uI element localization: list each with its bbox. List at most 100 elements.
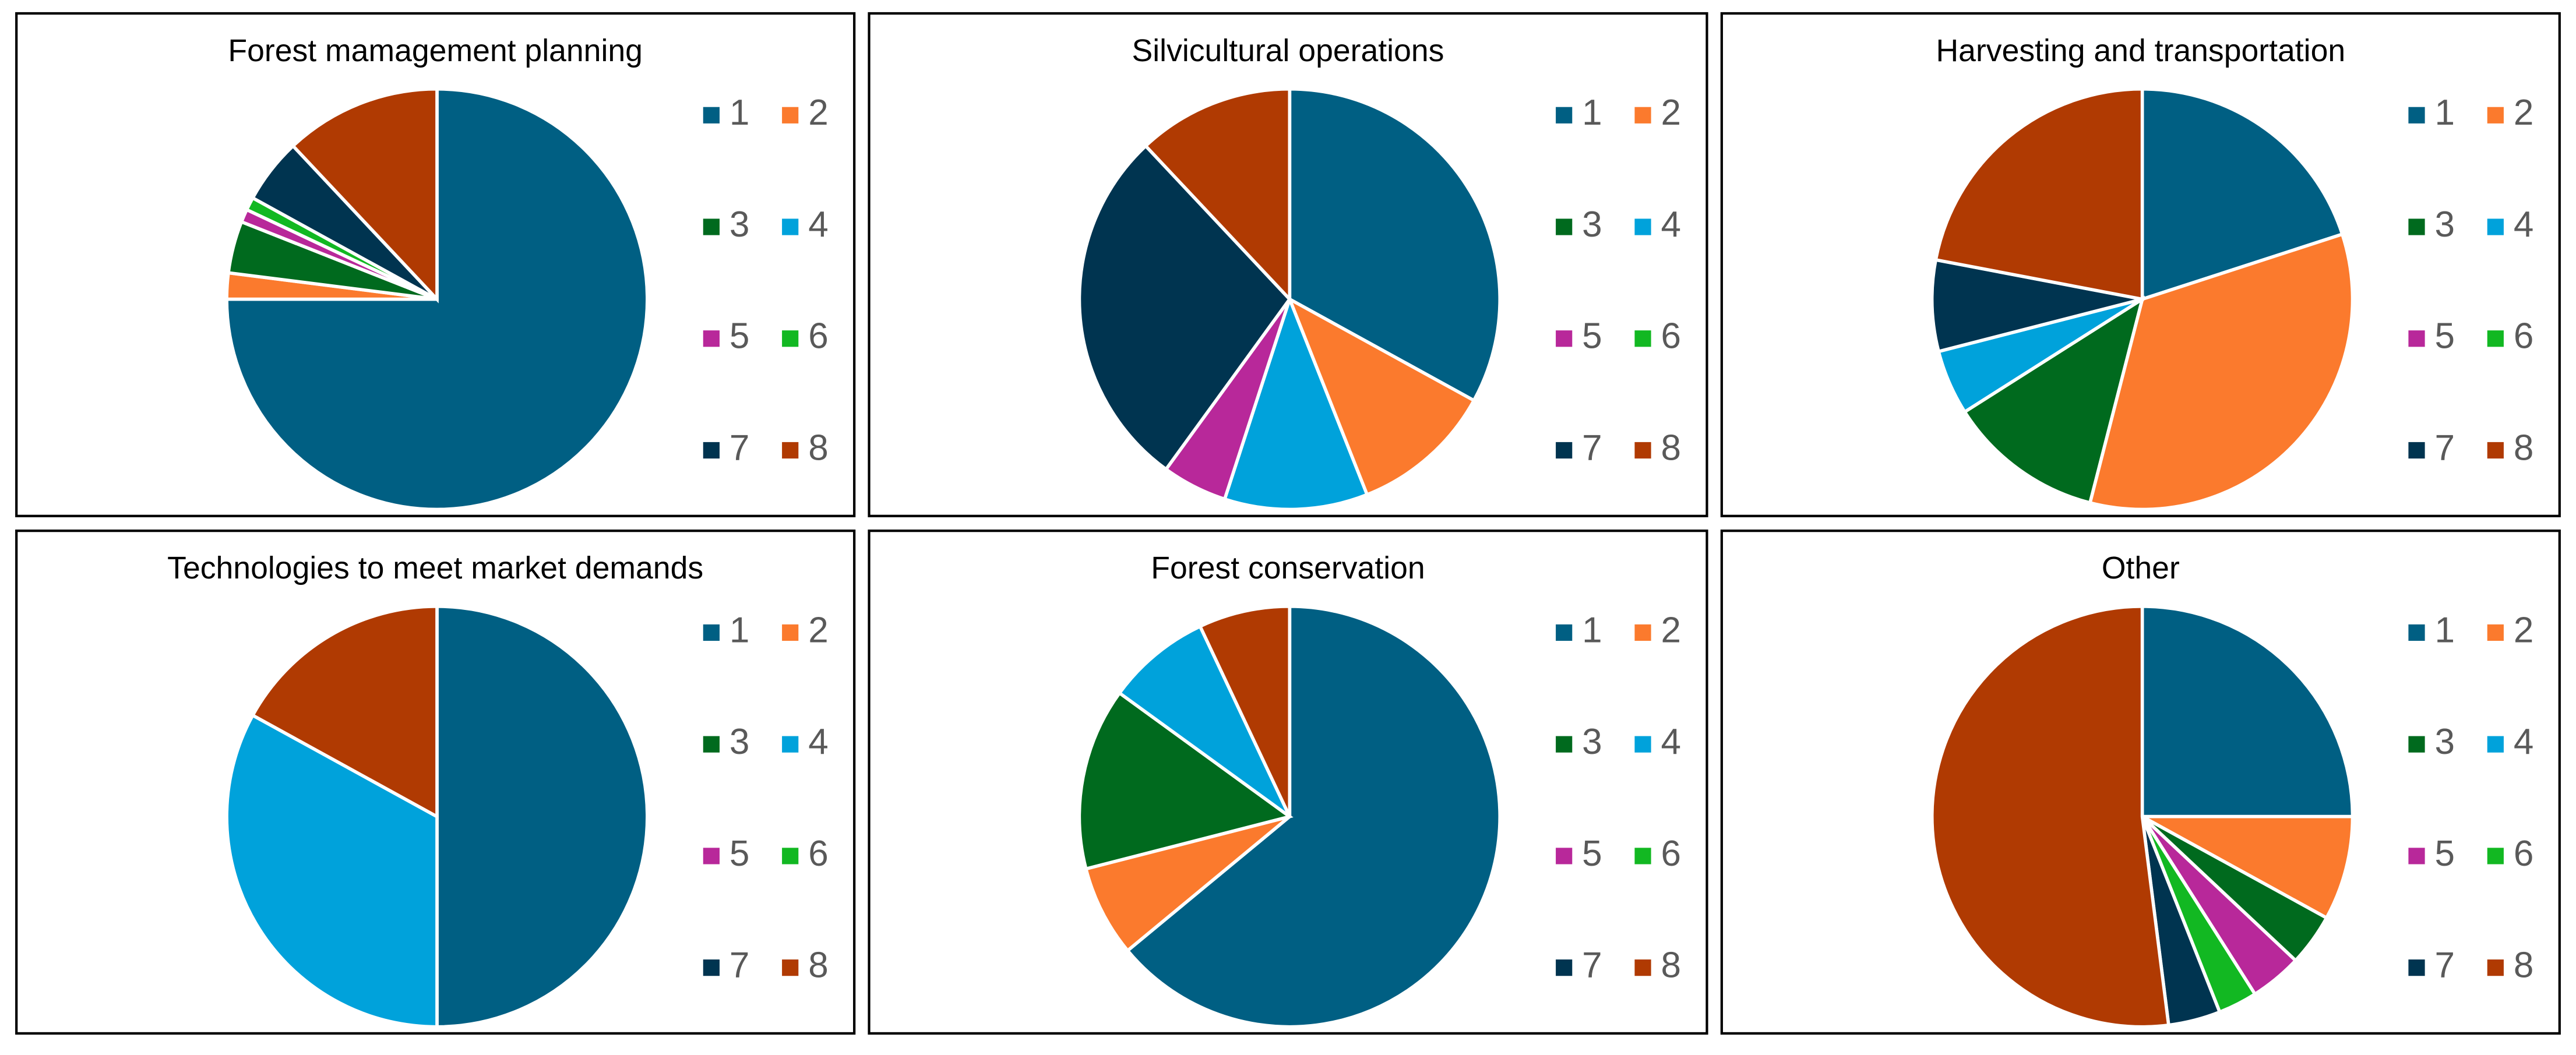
legend-label: 7 <box>730 428 750 468</box>
legend-label: 1 <box>1582 93 1602 133</box>
legend-swatch <box>2487 218 2504 235</box>
legend-label: 4 <box>2514 722 2534 762</box>
legend-swatch <box>1634 442 1651 459</box>
chart-panel: Other 1 2 3 4 5 6 7 8 <box>1720 530 2561 1035</box>
legend-swatch <box>703 736 720 753</box>
legend-swatch <box>1556 218 1573 235</box>
chart-panel: Forest mamagement planning 1 2 3 4 5 6 7 8 <box>15 12 856 517</box>
legend-swatch <box>703 624 720 641</box>
legend-label: 8 <box>2514 428 2534 468</box>
legend-swatch <box>2408 624 2425 641</box>
pie-slice <box>290 87 439 304</box>
legend-swatch <box>703 107 720 124</box>
legend-swatch <box>703 218 720 235</box>
legend-swatch <box>1556 107 1573 124</box>
legend-swatch <box>2408 736 2425 753</box>
legend-swatch <box>1634 107 1651 124</box>
pie-slice <box>225 713 439 1029</box>
legend-label: 3 <box>2435 204 2455 245</box>
legend-label: 2 <box>1661 93 1682 133</box>
legend-label: 6 <box>808 316 829 357</box>
legend-swatch <box>2487 442 2504 459</box>
legend-label: 6 <box>1661 316 1682 357</box>
legend-label: 1 <box>730 610 750 650</box>
legend-swatch <box>2487 107 2504 124</box>
legend-swatch <box>703 330 720 347</box>
pie-slice <box>1962 295 2145 505</box>
legend-label: 6 <box>1661 834 1682 874</box>
legend-swatch <box>1556 442 1573 459</box>
legend-swatch <box>782 959 799 976</box>
pie-slice <box>1143 87 1292 304</box>
chart-panel: Forest conservation 1 2 3 4 5 6 7 8 <box>868 530 1708 1035</box>
pie-slice <box>1084 815 1291 953</box>
chart-title: Technologies to meet market demands <box>167 551 703 585</box>
legend-swatch <box>1634 959 1651 976</box>
chart-title: Forest conservation <box>1151 551 1425 585</box>
legend-swatch <box>703 848 720 865</box>
pie-slice <box>2140 605 2355 818</box>
legend-swatch <box>782 330 799 347</box>
pie-slice <box>1125 605 1502 1029</box>
pie-slice <box>2141 814 2355 920</box>
pie-slice <box>1117 624 1291 818</box>
legend-label: 1 <box>730 93 750 133</box>
legend-label: 5 <box>730 834 750 874</box>
legend-label: 6 <box>2514 834 2534 874</box>
legend-swatch <box>1556 848 1573 865</box>
legend-label: 2 <box>808 610 829 650</box>
pie-slice <box>1222 294 1369 511</box>
legend-label: 4 <box>808 204 829 245</box>
legend-swatch <box>2487 959 2504 976</box>
legend-label: 1 <box>2435 93 2455 133</box>
legend-swatch <box>782 736 799 753</box>
legend-label: 7 <box>1582 945 1602 986</box>
pie-slice <box>2088 232 2355 511</box>
legend-swatch <box>1634 848 1651 865</box>
legend-label: 4 <box>1661 722 1682 762</box>
legend-swatch <box>2408 107 2425 124</box>
chart-title: Forest mamagement planning <box>228 34 643 68</box>
legend-swatch <box>2487 624 2504 641</box>
legend-swatch <box>1556 736 1573 753</box>
legend-label: 3 <box>730 722 750 762</box>
legend-label: 2 <box>808 93 829 133</box>
pie-slice <box>1930 605 2171 1029</box>
legend-label: 8 <box>2514 945 2534 986</box>
legend-swatch <box>1634 330 1651 347</box>
legend-label: 5 <box>1582 316 1602 357</box>
legend-label: 6 <box>2514 316 2534 357</box>
legend-swatch <box>1634 736 1651 753</box>
legend-swatch <box>782 442 799 459</box>
legend-swatch <box>2408 218 2425 235</box>
legend-label: 8 <box>1661 945 1682 986</box>
pie-slice <box>1930 257 2143 354</box>
legend-label: 8 <box>808 945 829 986</box>
legend-label: 6 <box>808 834 829 874</box>
pie-slice <box>1288 87 1502 403</box>
legend-swatch <box>2487 736 2504 753</box>
legend-label: 3 <box>730 204 750 245</box>
pie-slice <box>2140 87 2345 302</box>
legend-swatch <box>2487 330 2504 347</box>
legend-label: 3 <box>1582 204 1602 245</box>
legend-swatch <box>703 959 720 976</box>
legend-label: 7 <box>1582 428 1602 468</box>
legend-label: 4 <box>808 722 829 762</box>
legend-label: 3 <box>2435 722 2455 762</box>
legend-swatch <box>782 624 799 641</box>
legend-label: 8 <box>1661 428 1682 468</box>
legend-label: 7 <box>2435 945 2455 986</box>
legend-swatch <box>782 218 799 235</box>
pie-slice <box>1933 87 2144 301</box>
legend-swatch <box>1634 624 1651 641</box>
legend-swatch <box>2487 848 2504 865</box>
chart-panel: Harvesting and transportation 1 2 3 4 5 6 7 8 <box>1720 12 2561 517</box>
legend-label: 2 <box>2514 93 2534 133</box>
chart-title: Other <box>2102 551 2180 585</box>
chart-panel: Silvicultural operations 1 2 3 4 5 6 7 8 <box>868 12 1708 517</box>
legend-swatch <box>1634 218 1651 235</box>
legend-label: 5 <box>1582 834 1602 874</box>
